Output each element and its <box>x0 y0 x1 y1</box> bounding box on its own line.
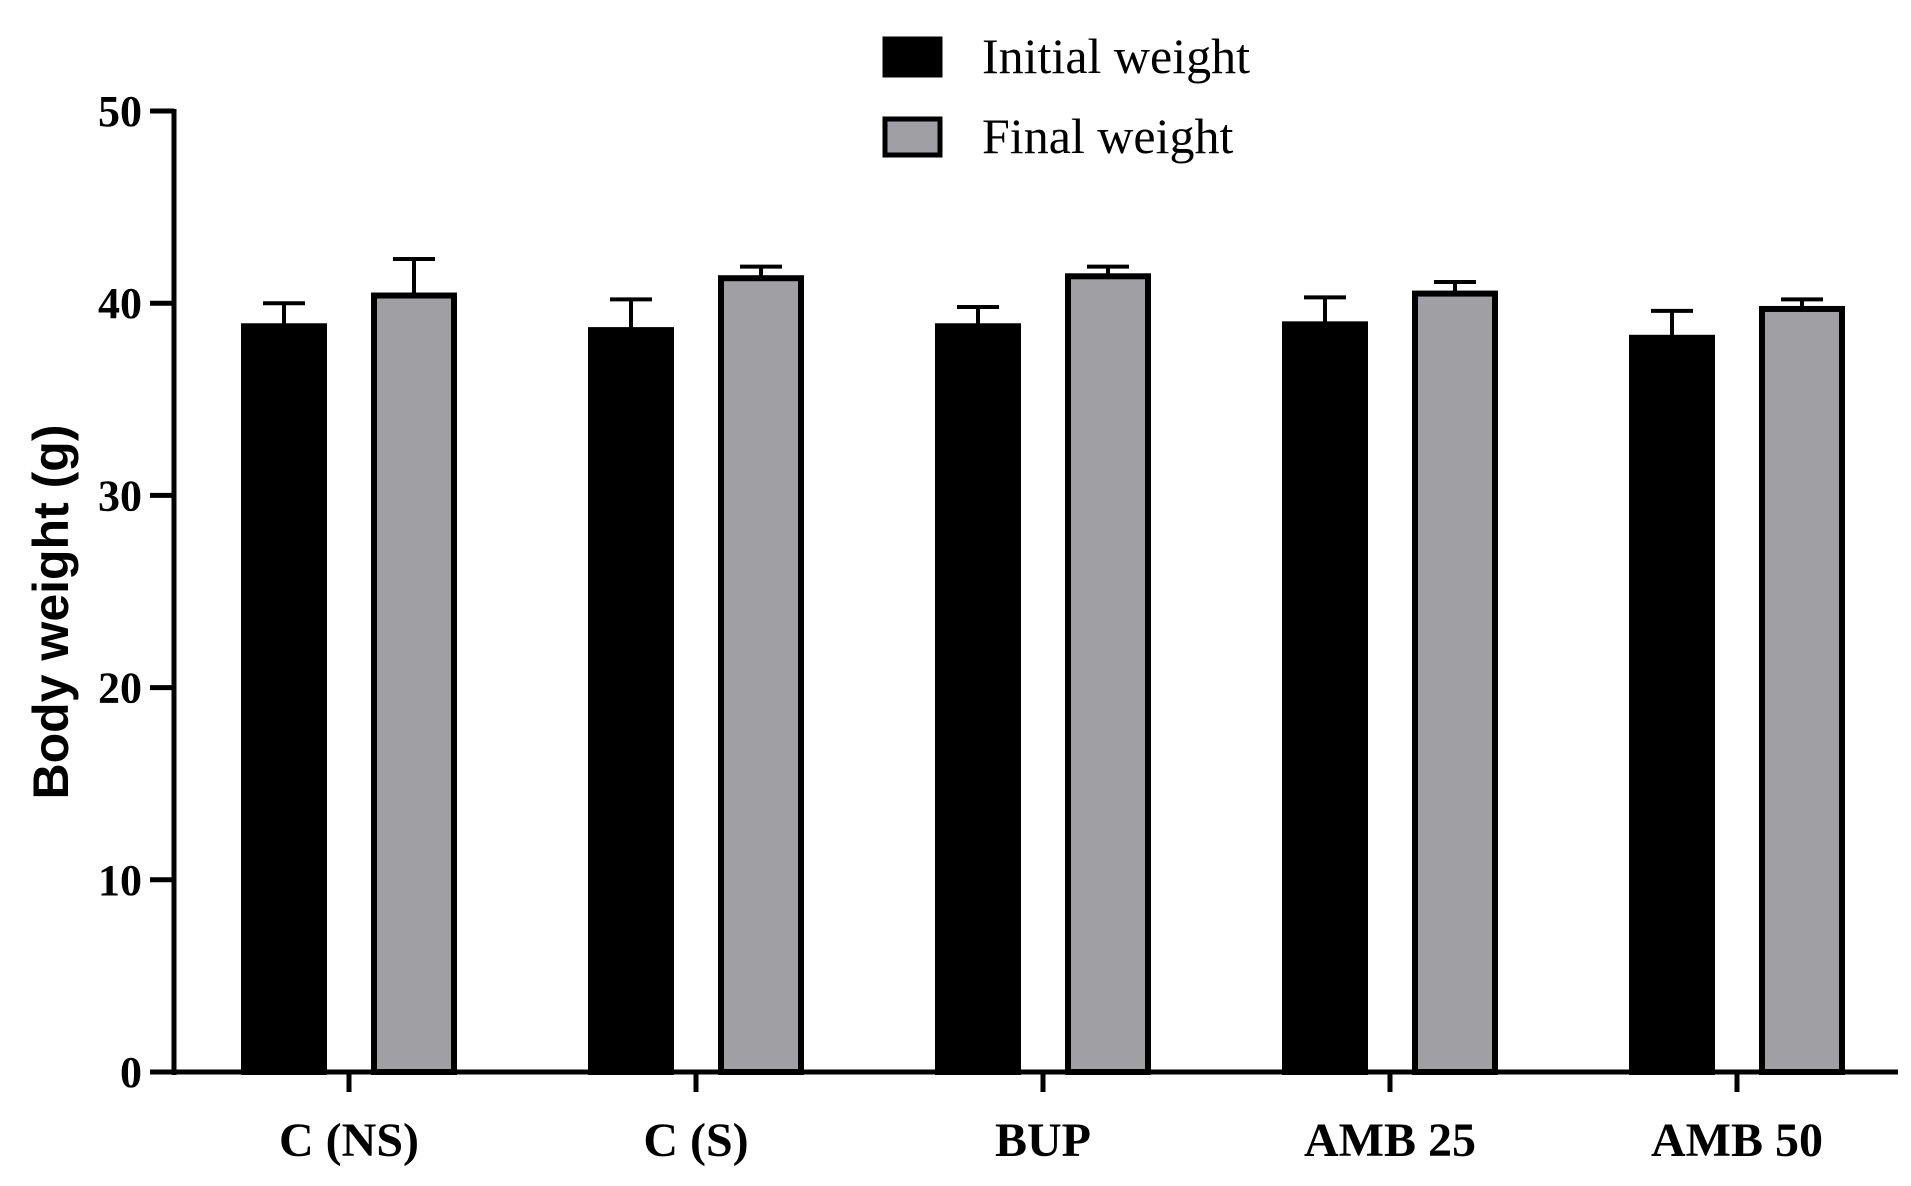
bar <box>371 292 457 1075</box>
legend: Initial weight Final weight <box>882 28 1250 164</box>
bar <box>1629 334 1715 1075</box>
x-tick-label: C (S) <box>643 1114 748 1167</box>
y-tick-label-20: 20 <box>98 664 142 713</box>
bar <box>1065 273 1151 1075</box>
x-tick-label: AMB 25 <box>1304 1114 1476 1167</box>
y-axis: 0 10 20 30 40 50 <box>98 87 177 1097</box>
error-bars <box>263 256 1823 338</box>
y-tick-label-40: 40 <box>98 279 142 328</box>
x-tick-label: AMB 50 <box>1651 1114 1823 1167</box>
x-axis: C (NS) C (S) BUP AMB 25 AMB 50 <box>172 1069 1898 1167</box>
y-tick-label-30: 30 <box>98 471 142 520</box>
bars <box>241 273 1845 1076</box>
bar <box>1412 290 1498 1075</box>
y-axis-label: Body weight (g) <box>23 425 79 800</box>
y-tick-label-50: 50 <box>98 87 142 136</box>
bar <box>1282 321 1368 1076</box>
x-tick-label: BUP <box>995 1114 1091 1167</box>
legend-label: Final weight <box>982 108 1233 164</box>
y-tick-label-0: 0 <box>120 1048 142 1097</box>
x-tick-label: C (NS) <box>279 1114 419 1167</box>
bar <box>1759 305 1845 1075</box>
legend-swatch <box>882 116 943 158</box>
y-tick-label-10: 10 <box>98 856 142 905</box>
legend-label: Initial weight <box>982 28 1250 84</box>
bar <box>241 323 327 1076</box>
legend-swatch <box>882 36 943 78</box>
bar <box>588 327 674 1076</box>
bar <box>935 323 1021 1076</box>
bar <box>718 275 804 1075</box>
